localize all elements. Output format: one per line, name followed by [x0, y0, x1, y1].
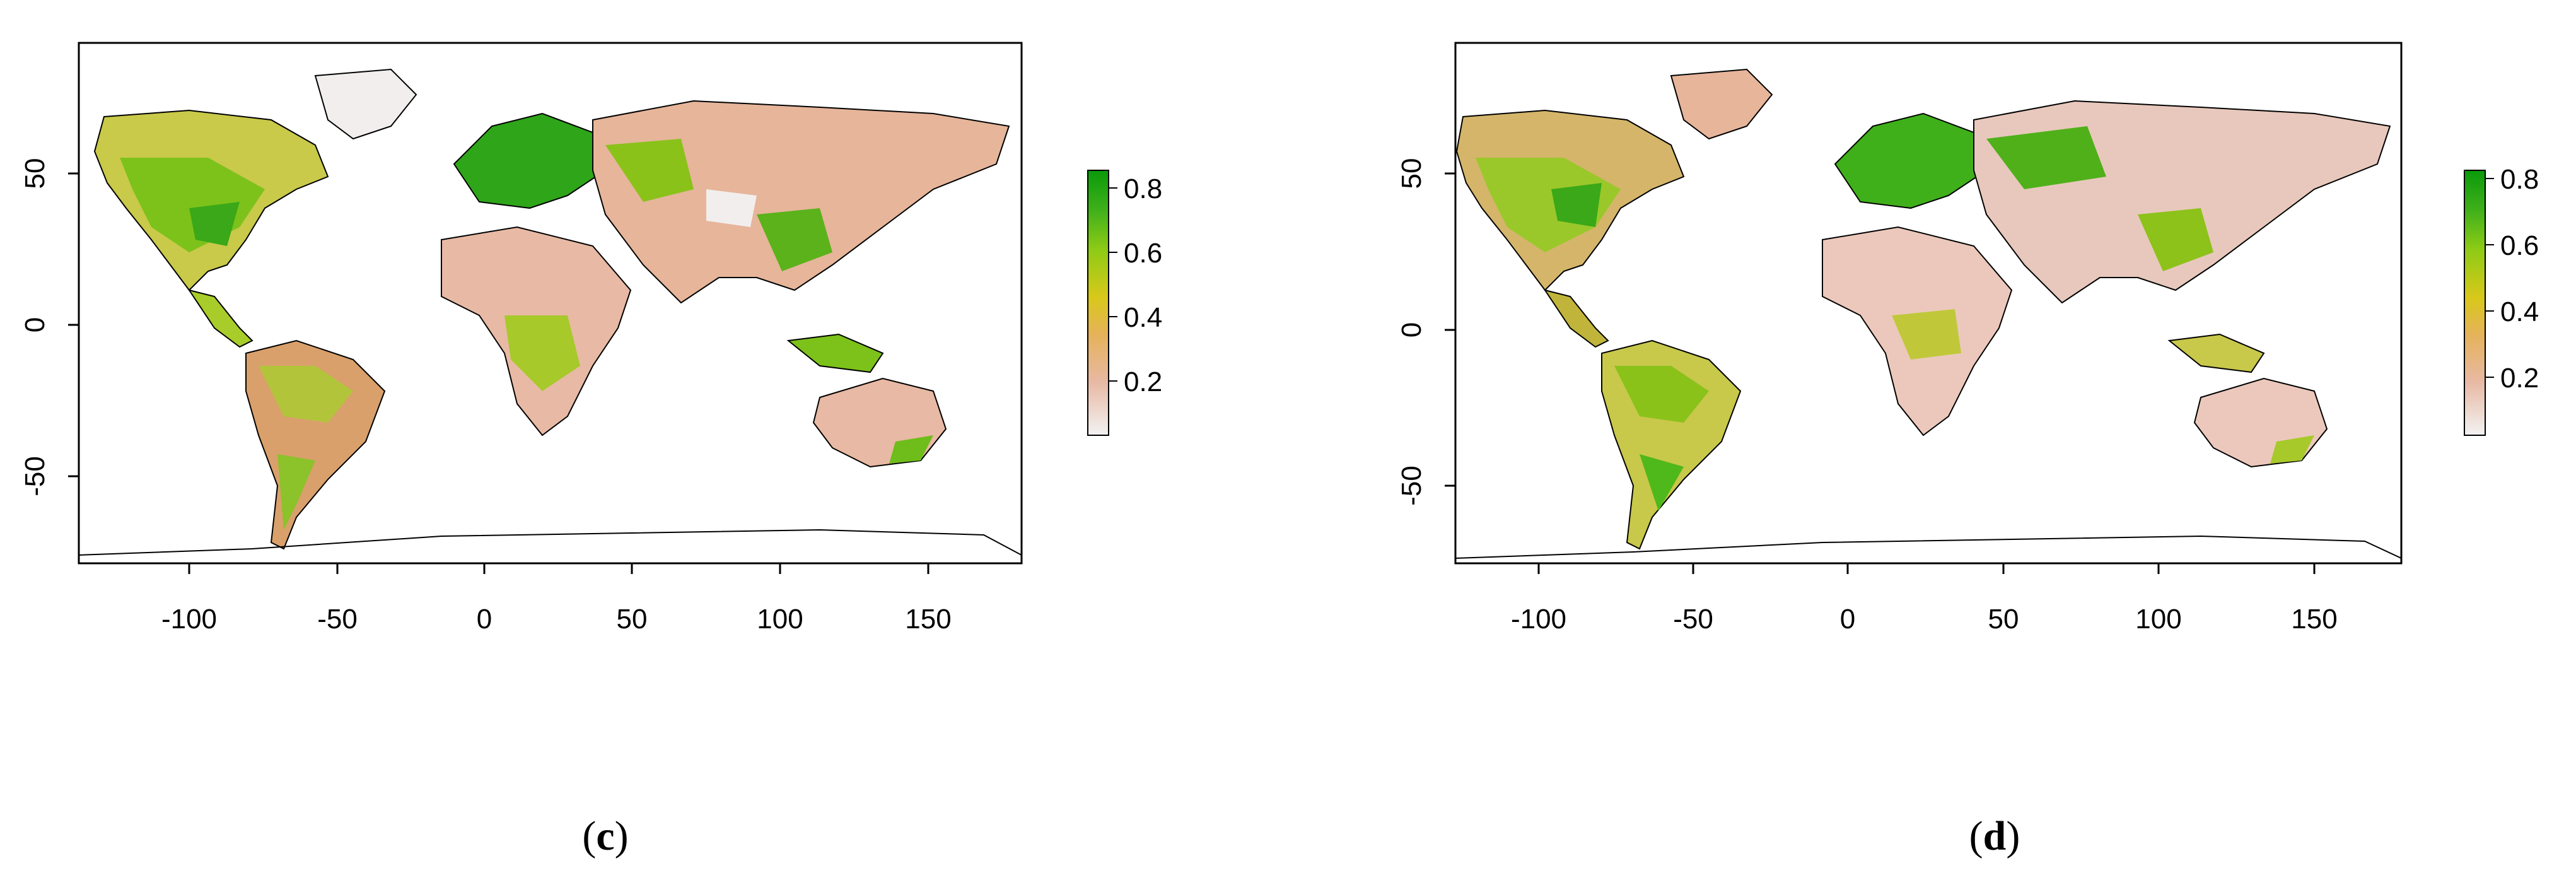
antarctica-d	[1455, 535, 2401, 559]
y-tick-label: 50	[1396, 158, 1427, 189]
central-america-c	[187, 289, 254, 348]
legend-tick-label: 0.8	[1124, 173, 1162, 204]
map-panel-c: -100 -50 0 50 100 150 -50 0 50 0.8 0.6 0…	[0, 0, 1286, 885]
europe-c	[453, 112, 607, 209]
panel-caption-d: (d)	[1932, 812, 2058, 860]
x-tick-label: 50	[1988, 604, 2019, 635]
x-tick-label: 50	[617, 604, 648, 635]
x-tick-label: 150	[2291, 604, 2337, 635]
x-tick-label: 0	[1840, 604, 1855, 635]
se-asia-d	[2167, 333, 2265, 373]
y-tick-label: 0	[1396, 322, 1427, 337]
y-axis-d: -50 0 50	[1396, 158, 1455, 506]
panel-caption-c: (c)	[542, 812, 668, 860]
legend-tick-label: 0.2	[2500, 363, 2539, 394]
legend-tick-label: 0.6	[2500, 230, 2539, 261]
caption-close: )	[614, 813, 629, 859]
x-tick-label: 0	[477, 604, 492, 635]
color-legend-c: 0.8 0.6 0.4 0.2	[1087, 170, 1162, 436]
legend-tick-label: 0.2	[1124, 366, 1162, 397]
caption-open: (	[1969, 813, 1983, 859]
map-d-land	[1455, 68, 2401, 559]
x-axis-c: -100 -50 0 50 100 150	[161, 563, 952, 635]
central-america-d	[1543, 289, 1609, 348]
australia-c	[812, 377, 947, 468]
caption-letter: c	[596, 813, 615, 859]
y-tick-label: -50	[20, 456, 50, 496]
legend-tick-label: 0.8	[2500, 164, 2539, 195]
map-panel-d: -100 -50 0 50 100 150 -50 0 50 0.8 0.6 0…	[1286, 0, 2573, 885]
x-tick-label: -100	[161, 604, 217, 635]
asia-c	[592, 100, 1010, 304]
greenland-c	[314, 68, 417, 140]
y-axis-c: -50 0 50	[20, 158, 79, 496]
legend-tick-label: 0.4	[2500, 296, 2539, 327]
antarctica-c	[79, 529, 1022, 556]
x-tick-label: 100	[757, 604, 803, 635]
y-tick-label: -50	[1396, 466, 1427, 506]
asia-d	[1973, 100, 2391, 304]
map-c-svg: -100 -50 0 50 100 150 -50 0 50 0.8 0.6 0…	[20, 42, 1162, 635]
x-tick-label: -100	[1511, 604, 1566, 635]
greenland-d	[1670, 68, 1773, 140]
map-d-frame	[1454, 42, 2403, 565]
se-asia-c	[786, 333, 884, 373]
caption-close: )	[2006, 813, 2020, 859]
europe-d	[1834, 112, 1988, 209]
australia-d	[2193, 377, 2328, 468]
x-tick-label: 150	[905, 604, 951, 635]
legend-tick-label: 0.6	[1124, 238, 1162, 269]
legend-bar-c	[1087, 170, 1109, 436]
caption-open: (	[582, 813, 597, 859]
map-c-land	[79, 68, 1022, 556]
color-legend-d: 0.8 0.6 0.4 0.2	[2464, 164, 2539, 436]
legend-tick-label: 0.4	[1124, 302, 1162, 333]
y-tick-label: 50	[20, 158, 50, 189]
map-d-svg: -100 -50 0 50 100 150 -50 0 50 0.8 0.6 0…	[1396, 42, 2539, 635]
x-axis-d: -100 -50 0 50 100 150	[1511, 563, 2338, 635]
y-tick-label: 0	[20, 317, 50, 332]
x-tick-label: -50	[317, 604, 358, 635]
x-tick-label: -50	[1673, 604, 1713, 635]
x-tick-label: 100	[2135, 604, 2181, 635]
legend-bar-d	[2464, 170, 2486, 436]
map-c-frame	[78, 42, 1023, 565]
caption-letter: d	[1983, 813, 2007, 859]
